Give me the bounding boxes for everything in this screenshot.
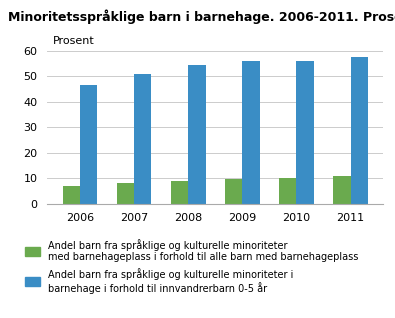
- Bar: [279, 178, 297, 204]
- Bar: [80, 85, 97, 204]
- Bar: [297, 61, 314, 204]
- Bar: [243, 61, 260, 204]
- Bar: [63, 186, 80, 204]
- Text: Minoritetsspråklige barn i barnehage. 2006-2011. Prosent: Minoritetsspråklige barn i barnehage. 20…: [8, 10, 395, 24]
- Bar: [351, 57, 368, 204]
- Bar: [225, 179, 243, 204]
- Text: Prosent: Prosent: [53, 36, 95, 46]
- Bar: [117, 183, 134, 204]
- Bar: [188, 65, 205, 204]
- Legend: Andel barn fra språklige og kulturelle minoriteter
med barnehageplass i forhold : Andel barn fra språklige og kulturelle m…: [25, 239, 358, 294]
- Bar: [171, 181, 188, 204]
- Bar: [333, 176, 351, 204]
- Bar: [134, 74, 151, 204]
